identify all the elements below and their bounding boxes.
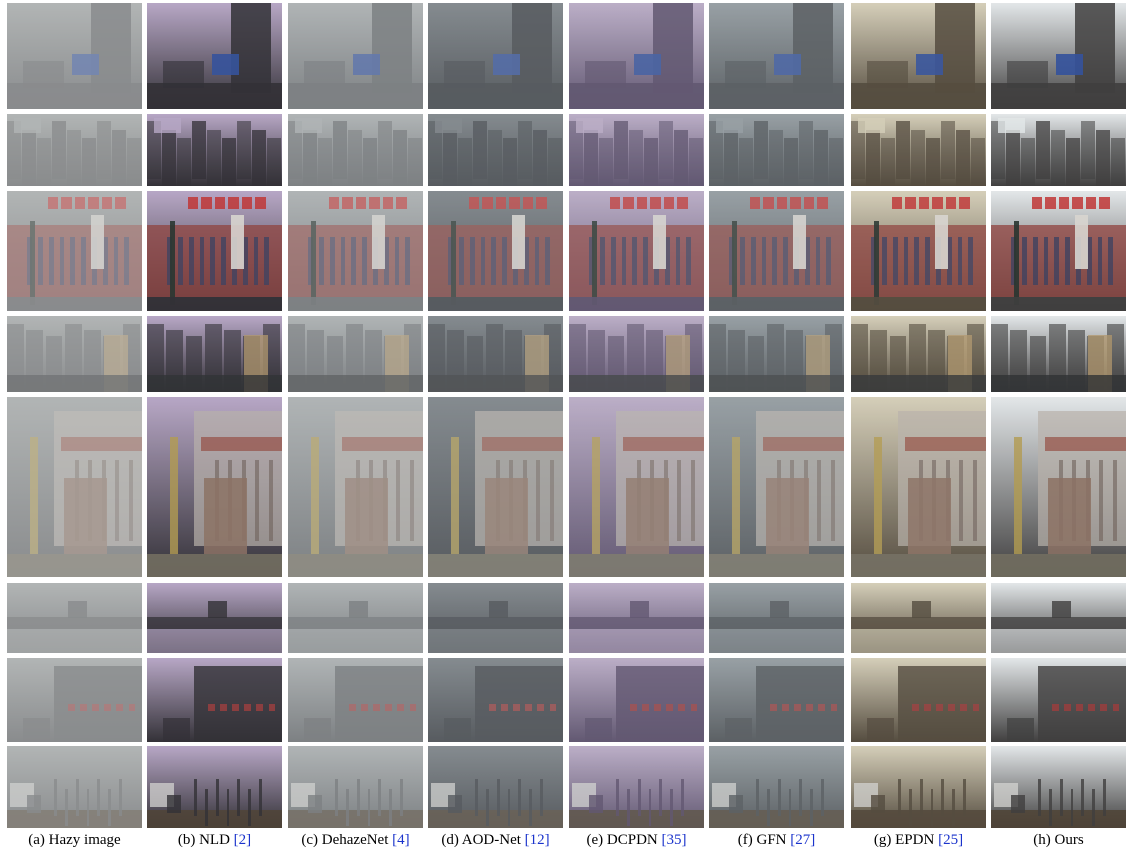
- result-image-factory-smokestacks-col-1: [7, 746, 142, 828]
- result-image-factory-smokestacks-col-2: [147, 746, 282, 828]
- caption-label: (d) AOD-Net: [441, 832, 525, 848]
- result-image-factory-smokestacks-col-6: [709, 746, 844, 828]
- column-caption: (b) NLD [2]: [145, 832, 285, 849]
- citation-link[interactable]: [35]: [661, 832, 687, 848]
- result-image-factory-smokestacks-col-5: [569, 746, 704, 828]
- result-image-red-building-statue-col-3: [288, 191, 423, 311]
- result-image-traditional-building-col-3: [288, 658, 423, 742]
- result-image-traditional-building-col-5: [569, 658, 704, 742]
- result-image-red-building-statue-col-6: [709, 191, 844, 311]
- result-image-aerial-city-col-3: [288, 114, 423, 186]
- column-caption: (f) GFN [27]: [707, 832, 847, 849]
- result-image-factory-smokestacks-col-7: [851, 746, 986, 828]
- column-caption: (a) Hazy image: [5, 832, 145, 849]
- result-image-traditional-building-col-8: [991, 658, 1126, 742]
- result-image-red-building-statue-col-4: [428, 191, 563, 311]
- result-image-skyline-buildings-col-6: [709, 316, 844, 392]
- result-image-corner-tower-moat-col-4: [428, 583, 563, 653]
- citation-link[interactable]: [25]: [938, 832, 964, 848]
- result-image-aerial-city-col-7: [851, 114, 986, 186]
- result-image-skyline-buildings-col-4: [428, 316, 563, 392]
- result-image-monument-sculpture-col-8: [991, 397, 1126, 577]
- result-image-aerial-city-col-2: [147, 114, 282, 186]
- result-image-city-street-col-7: [851, 3, 986, 109]
- result-image-monument-sculpture-col-6: [709, 397, 844, 577]
- result-image-monument-sculpture-col-5: [569, 397, 704, 577]
- result-image-city-street-col-6: [709, 3, 844, 109]
- result-image-aerial-city-col-8: [991, 114, 1126, 186]
- caption-label: (a) Hazy image: [28, 832, 121, 848]
- result-image-aerial-city-col-4: [428, 114, 563, 186]
- result-image-monument-sculpture-col-4: [428, 397, 563, 577]
- citation-link[interactable]: [27]: [790, 832, 816, 848]
- result-image-city-street-col-1: [7, 3, 142, 109]
- citation-link[interactable]: [4]: [392, 832, 410, 848]
- result-image-traditional-building-col-7: [851, 658, 986, 742]
- result-image-factory-smokestacks-col-4: [428, 746, 563, 828]
- result-image-corner-tower-moat-col-7: [851, 583, 986, 653]
- column-caption: (h) Ours: [989, 832, 1129, 849]
- result-image-red-building-statue-col-2: [147, 191, 282, 311]
- result-image-skyline-buildings-col-1: [7, 316, 142, 392]
- result-image-skyline-buildings-col-2: [147, 316, 282, 392]
- result-image-traditional-building-col-2: [147, 658, 282, 742]
- result-image-traditional-building-col-1: [7, 658, 142, 742]
- citation-link[interactable]: [2]: [233, 832, 252, 848]
- column-caption: (c) DehazeNet [4]: [286, 832, 426, 849]
- result-image-traditional-building-col-6: [709, 658, 844, 742]
- result-image-corner-tower-moat-col-6: [709, 583, 844, 653]
- result-image-red-building-statue-col-7: [851, 191, 986, 311]
- result-image-corner-tower-moat-col-8: [991, 583, 1126, 653]
- result-image-skyline-buildings-col-8: [991, 316, 1126, 392]
- result-image-corner-tower-moat-col-2: [147, 583, 282, 653]
- result-image-red-building-statue-col-5: [569, 191, 704, 311]
- result-image-red-building-statue-col-8: [991, 191, 1126, 311]
- result-image-traditional-building-col-4: [428, 658, 563, 742]
- result-image-skyline-buildings-col-7: [851, 316, 986, 392]
- caption-label: (c) DehazeNet: [301, 832, 393, 848]
- result-image-city-street-col-3: [288, 3, 423, 109]
- caption-label: (b) NLD: [177, 832, 234, 848]
- result-image-corner-tower-moat-col-1: [7, 583, 142, 653]
- caption-label: (h) Ours: [1033, 832, 1084, 848]
- caption-label: (g) EPDN: [873, 832, 939, 848]
- result-image-skyline-buildings-col-5: [569, 316, 704, 392]
- result-image-skyline-buildings-col-3: [288, 316, 423, 392]
- result-image-city-street-col-4: [428, 3, 563, 109]
- result-image-monument-sculpture-col-2: [147, 397, 282, 577]
- citation-link[interactable]: [12]: [524, 832, 550, 848]
- column-caption: (g) EPDN [25]: [849, 832, 989, 849]
- caption-label: (e) DCPDN: [586, 832, 662, 848]
- result-image-factory-smokestacks-col-8: [991, 746, 1126, 828]
- result-image-monument-sculpture-col-7: [851, 397, 986, 577]
- result-image-city-street-col-8: [991, 3, 1126, 109]
- column-caption: (d) AOD-Net [12]: [426, 832, 566, 849]
- result-image-monument-sculpture-col-3: [288, 397, 423, 577]
- result-image-aerial-city-col-5: [569, 114, 704, 186]
- caption-label: (f) GFN: [737, 832, 791, 848]
- result-image-city-street-col-5: [569, 3, 704, 109]
- result-image-monument-sculpture-col-1: [7, 397, 142, 577]
- result-image-red-building-statue-col-1: [7, 191, 142, 311]
- result-image-aerial-city-col-6: [709, 114, 844, 186]
- result-image-aerial-city-col-1: [7, 114, 142, 186]
- result-image-corner-tower-moat-col-3: [288, 583, 423, 653]
- result-image-city-street-col-2: [147, 3, 282, 109]
- result-image-corner-tower-moat-col-5: [569, 583, 704, 653]
- column-caption: (e) DCPDN [35]: [567, 832, 707, 849]
- result-image-factory-smokestacks-col-3: [288, 746, 423, 828]
